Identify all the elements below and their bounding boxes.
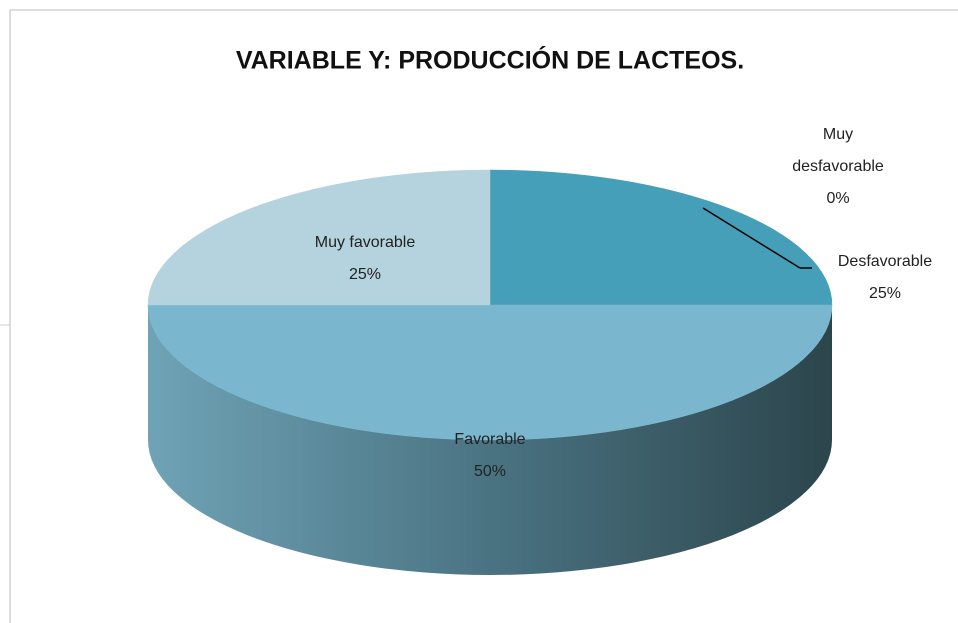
data-label-category: Desfavorable: [837, 253, 933, 270]
data-label-value: 50%: [473, 463, 507, 480]
data-label-value: 0%: [826, 190, 850, 207]
data-label-category: Muy desfavorable: [792, 126, 884, 175]
data-label-value: 25%: [348, 266, 382, 283]
pie-slice: [489, 169, 833, 306]
pie-slice: [147, 304, 833, 441]
data-label-category: Favorable: [454, 431, 526, 448]
leader-line: [702, 207, 801, 269]
pie: [147, 169, 833, 575]
data-label-value: 25%: [868, 285, 902, 302]
chart-title: VARIABLE Y: PRODUCCIÓN DE LACTEOS.: [236, 45, 744, 75]
pie-slice: [147, 169, 491, 306]
data-label-category: Muy favorable: [314, 234, 416, 251]
